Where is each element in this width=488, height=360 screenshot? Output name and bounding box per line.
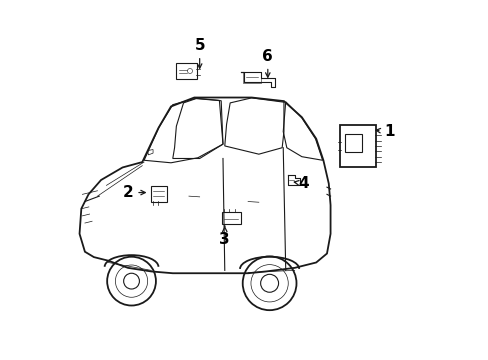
Text: 1: 1	[375, 124, 394, 139]
Text: 4: 4	[294, 176, 308, 191]
Text: 5: 5	[194, 38, 204, 68]
Text: 2: 2	[122, 185, 145, 200]
Text: 3: 3	[219, 226, 230, 247]
Text: 6: 6	[262, 49, 273, 77]
